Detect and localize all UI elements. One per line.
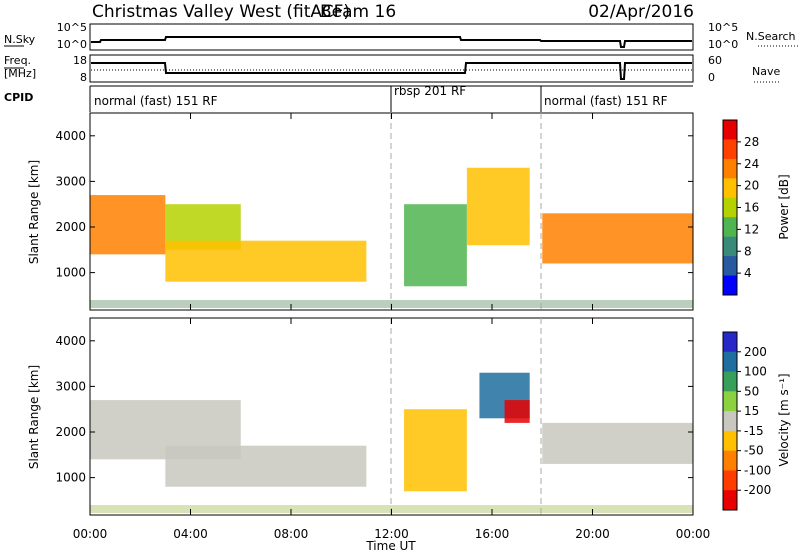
velocity-colorbar-label: Velocity [m s⁻¹] xyxy=(777,373,791,466)
nave-label: Nave xyxy=(752,65,780,78)
power-region-2 xyxy=(165,240,367,282)
freq-label-2: [MHz] xyxy=(4,67,36,80)
velocity-colorbar-tick-5: -50 xyxy=(744,444,764,458)
velocity-y-ticks: 1000 2000 3000 4000 xyxy=(55,334,693,485)
power-colorbar-tick-3: 16 xyxy=(744,201,759,215)
time-axis-ticks: 00:00 04:00 08:00 12:00 16:00 20:00 00:00 xyxy=(73,113,711,541)
velocity-region-2 xyxy=(404,409,467,492)
power-colorbar-tick-4: 12 xyxy=(744,222,759,236)
velocity-colorbar-swatch-8 xyxy=(723,490,737,511)
mode-label-1: normal (fast) 151 RF xyxy=(94,94,218,108)
power-colorbar-swatch-7 xyxy=(723,256,737,277)
power-colorbar-tick-6: 4 xyxy=(744,266,752,280)
power-colorbar-swatch-4 xyxy=(723,197,737,218)
power-colorbar-swatch-5 xyxy=(723,217,737,238)
velocity-colorbar-swatch-0 xyxy=(723,332,737,353)
velocity-colorbar-tick-3: 15 xyxy=(744,404,759,418)
nave-tick-low: 0 xyxy=(708,71,715,84)
power-colorbar-swatch-8 xyxy=(723,275,737,296)
velocity-colorbar-swatch-3 xyxy=(723,391,737,412)
power-region-0 xyxy=(90,195,166,255)
velocity-colorbar-swatch-1 xyxy=(723,351,737,373)
velocity-colorbar-swatch-5 xyxy=(723,430,737,452)
time-tick-label-0: 00:00 xyxy=(73,527,108,541)
time-axis-label: Time UT xyxy=(365,539,416,553)
power-region-3 xyxy=(404,204,467,287)
power-y-tick-label-2: 3000 xyxy=(55,174,86,188)
power-colorbar-swatch-2 xyxy=(723,158,737,179)
power-y-ticks: 1000 2000 3000 4000 xyxy=(55,129,693,280)
freq-strip: Freq. [MHz] 18 8 60 0 Nave xyxy=(4,54,780,84)
time-tick-label-1: 04:00 xyxy=(173,527,208,541)
power-colorbar-label: Power [dB] xyxy=(777,174,791,239)
velocity-colorbar-swatch-7 xyxy=(723,470,737,491)
power-y-tick-label-0: 1000 xyxy=(55,266,86,280)
velocity-y-tick-label-2: 3000 xyxy=(55,379,86,393)
time-tick-label-6: 00:00 xyxy=(676,527,711,541)
nave-tick-high: 60 xyxy=(708,54,722,67)
velocity-y-tick-label-1: 2000 xyxy=(55,425,86,439)
nsearch-tick-high: 10^5 xyxy=(708,21,738,34)
power-region-5 xyxy=(542,213,693,264)
velocity-colorbar-tick-2: 50 xyxy=(744,384,759,398)
power-colorbar-tick-1: 24 xyxy=(744,157,759,171)
velocity-region-1 xyxy=(165,445,367,487)
power-colorbar-tick-5: 8 xyxy=(744,244,752,258)
velocity-colorbar-tick-1: 100 xyxy=(744,365,767,379)
power-y-tick-label-3: 4000 xyxy=(55,129,86,143)
mode-label-3: normal (fast) 151 RF xyxy=(544,94,668,108)
nsky-tick-low: 10^0 xyxy=(57,38,87,51)
freq-label-1: Freq. xyxy=(4,54,31,67)
date-label: 02/Apr/2016 xyxy=(588,2,694,22)
cpid-label: CPID xyxy=(4,91,33,104)
nsky-label: N.Sky xyxy=(4,33,36,46)
time-tick-label-4: 16:00 xyxy=(475,527,510,541)
velocity-colorbar-tick-0: 200 xyxy=(744,345,767,359)
power-colorbar-tick-2: 20 xyxy=(744,179,759,193)
velocity-colorbar-tick-7: -200 xyxy=(744,483,771,497)
power-region-4 xyxy=(466,167,530,246)
velocity-y-tick-label-0: 1000 xyxy=(55,471,86,485)
freq-tick-low: 8 xyxy=(80,71,87,84)
mode-label-2: rbsp 201 RF xyxy=(394,84,466,98)
nsky-trace xyxy=(91,36,692,48)
power-y-tick-label-1: 2000 xyxy=(55,220,86,234)
power-colorbar-swatch-0 xyxy=(723,120,737,140)
beam-label: Beam 16 xyxy=(320,2,396,22)
nsearch-tick-low: 10^0 xyxy=(708,38,738,51)
velocity-region-5 xyxy=(542,422,693,464)
freq-tick-high: 18 xyxy=(73,54,87,67)
power-colorbar-tick-0: 28 xyxy=(744,135,759,149)
velocity-region-4 xyxy=(504,400,530,423)
power-colorbar-swatch-1 xyxy=(723,139,737,160)
velocity-colorbar-swatch-6 xyxy=(723,450,737,471)
velocity-colorbar-tick-4: -15 xyxy=(744,424,764,438)
velocity-panel: 1000 2000 3000 4000 Slant Range [km] xyxy=(27,317,694,516)
time-tick-label-5: 20:00 xyxy=(575,527,610,541)
velocity-colorbar-tick-6: -100 xyxy=(744,463,771,477)
radar-title: Christmas Valley West (fitACF) xyxy=(92,2,350,22)
cpid-strip: CPID normal (fast) 151 RF rbsp 201 RF no… xyxy=(4,84,693,112)
nsky-strip: N.Sky 10^5 10^0 10^5 10^0 N.Search xyxy=(4,21,798,51)
velocity-y-axis-label: Slant Range [km] xyxy=(27,365,41,469)
velocity-colorbar-swatch-2 xyxy=(723,371,737,392)
nsearch-label: N.Search xyxy=(746,30,796,43)
time-tick-label-2: 08:00 xyxy=(274,527,309,541)
velocity-y-tick-label-3: 4000 xyxy=(55,334,86,348)
velocity-colorbar-swatch-4 xyxy=(723,411,737,432)
power-colorbar: 28 24 20 16 12 8 4 Power [dB] xyxy=(722,119,791,296)
power-panel: 1000 2000 3000 4000 Slant Range [km] xyxy=(27,112,694,311)
power-colorbar-swatch-3 xyxy=(723,178,737,199)
power-colorbar-swatch-6 xyxy=(723,236,737,257)
velocity-colorbar: 200 100 50 15 -15 -50 -100 -200 Velocity [m s⁻¹… xyxy=(722,331,791,511)
nsky-tick-high: 10^5 xyxy=(57,21,87,34)
time-tick-label-3: 12:00 xyxy=(374,527,409,541)
power-y-axis-label: Slant Range [km] xyxy=(27,160,41,264)
freq-trace xyxy=(91,62,692,80)
